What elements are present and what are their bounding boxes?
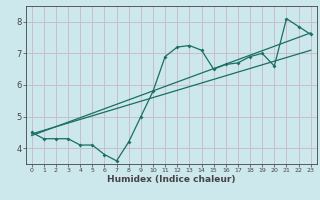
X-axis label: Humidex (Indice chaleur): Humidex (Indice chaleur) — [107, 175, 236, 184]
